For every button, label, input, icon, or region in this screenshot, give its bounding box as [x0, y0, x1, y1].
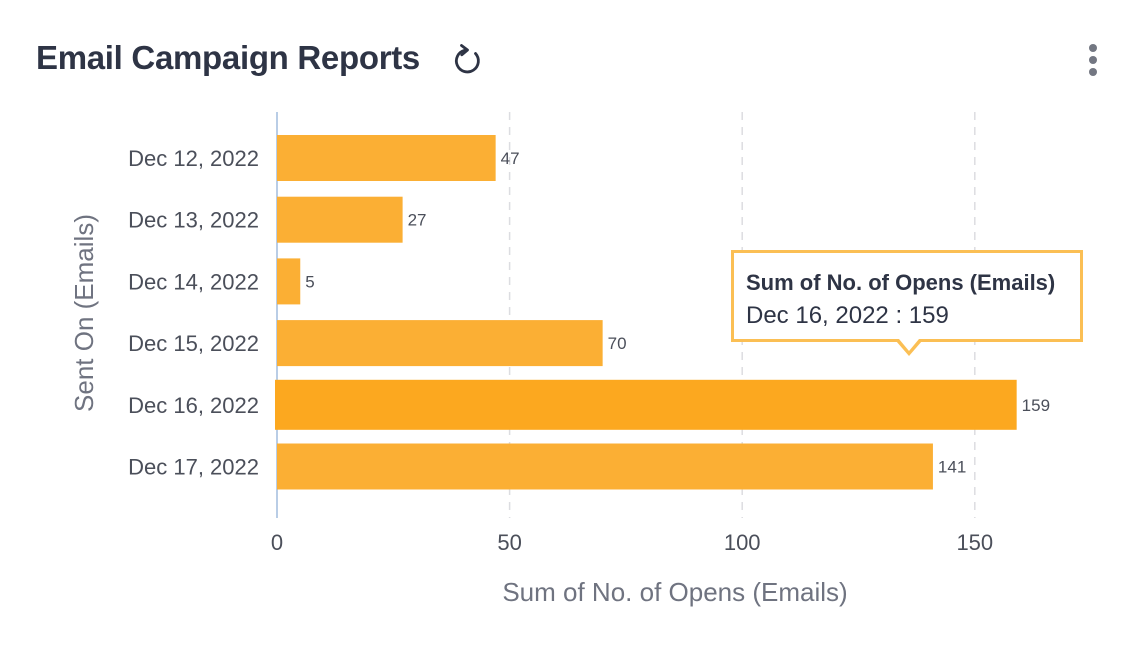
tooltip-title: Sum of No. of Opens (Emails)	[746, 270, 1056, 295]
bar[interactable]	[277, 135, 496, 181]
y-tick-label: Dec 15, 2022	[128, 331, 259, 356]
tooltip: Sum of No. of Opens (Emails) Dec 16, 202…	[731, 250, 1083, 342]
chart-header: Email Campaign Reports	[36, 36, 1122, 86]
x-tick-label: 100	[724, 530, 761, 555]
bar[interactable]	[277, 196, 403, 243]
x-tick-label: 150	[956, 530, 993, 555]
x-tick-label: 0	[271, 530, 283, 555]
more-vertical-icon[interactable]	[1086, 44, 1100, 80]
tooltip-value: Dec 16, 2022 : 159	[746, 302, 949, 329]
bar-value-label: 70	[608, 334, 627, 353]
y-tick-label: Dec 12, 2022	[128, 146, 259, 171]
y-tick-label: Dec 17, 2022	[128, 455, 259, 480]
bar[interactable]	[277, 443, 933, 490]
bars	[275, 135, 1017, 490]
chart-title: Email Campaign Reports	[36, 39, 420, 76]
bar[interactable]	[277, 258, 301, 305]
x-tick-label: 50	[497, 530, 521, 555]
y-tick-labels: Dec 12, 2022 Dec 13, 2022 Dec 14, 2022 Dec …	[128, 146, 259, 480]
bar-value-label: 159	[1022, 396, 1050, 415]
x-axis-label: Sum of No. of Opens (Emails)	[502, 577, 847, 607]
bar-value-label: 27	[408, 211, 427, 230]
bar[interactable]	[275, 379, 1017, 430]
bar-value-label: 141	[938, 458, 966, 477]
x-tick-labels: 0 50 100 150	[271, 530, 993, 555]
bar[interactable]	[277, 320, 603, 367]
bar-value-label: 5	[305, 272, 314, 291]
tooltip-arrow-fill	[899, 339, 919, 351]
bar-value-labels: 47 27 5 70 159 141	[305, 149, 1050, 477]
y-tick-label: Dec 13, 2022	[128, 208, 259, 233]
bar-value-label: 47	[501, 149, 520, 168]
refresh-icon[interactable]	[450, 42, 486, 78]
y-tick-label: Dec 14, 2022	[128, 269, 259, 294]
y-axis-label: Sent On (Emails)	[69, 214, 99, 412]
y-tick-label: Dec 16, 2022	[128, 393, 259, 418]
